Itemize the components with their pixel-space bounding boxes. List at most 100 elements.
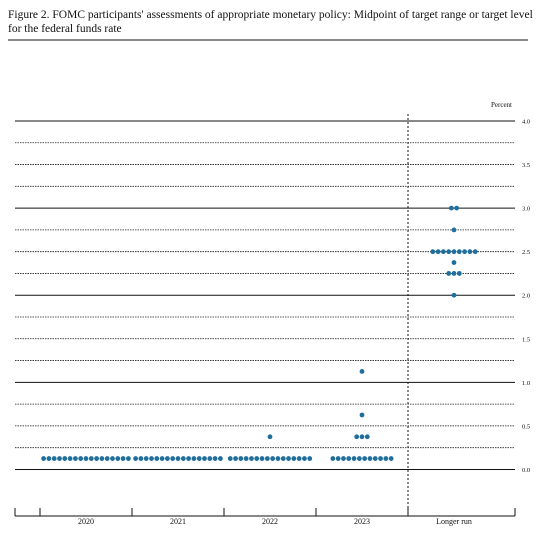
dot — [354, 434, 360, 440]
dot — [456, 249, 462, 255]
dot — [259, 456, 265, 461]
x-tick-label: 2022 — [262, 517, 278, 526]
dot — [170, 456, 176, 461]
y-tick-label: 3.0 — [522, 206, 530, 213]
dot — [143, 456, 149, 461]
dot — [138, 456, 144, 461]
dot — [451, 271, 457, 276]
dot — [249, 456, 254, 461]
dot — [41, 456, 46, 461]
dot — [243, 456, 249, 461]
dot — [264, 456, 270, 461]
dot — [254, 456, 260, 461]
y-tick-label: 2.5 — [522, 249, 530, 256]
dot — [51, 456, 57, 461]
y-tick-label: 4.0 — [522, 119, 530, 126]
y-axis-label: Percent — [491, 101, 512, 109]
dot — [451, 260, 457, 265]
dot — [83, 456, 89, 461]
x-tick-label: 2023 — [354, 517, 370, 526]
dot — [362, 456, 368, 461]
dot — [110, 456, 115, 461]
y-tick-label: 0.5 — [522, 423, 530, 430]
dot — [383, 456, 389, 461]
dot — [270, 456, 276, 461]
dot — [388, 456, 394, 461]
dot — [467, 249, 473, 255]
dot — [180, 456, 186, 461]
dot — [125, 456, 131, 461]
dot — [335, 456, 341, 461]
dot — [378, 456, 383, 461]
dot — [57, 456, 62, 461]
dot — [73, 456, 78, 461]
dot — [451, 227, 457, 233]
dot — [196, 456, 202, 461]
dot — [218, 456, 223, 461]
dot — [435, 249, 441, 255]
dot — [451, 249, 457, 255]
dot — [202, 456, 207, 461]
dot — [227, 456, 233, 461]
dot — [159, 456, 165, 461]
dot — [296, 456, 302, 461]
dot — [441, 249, 446, 255]
dot — [462, 249, 467, 255]
dot — [446, 271, 452, 276]
dot — [451, 292, 457, 298]
dot — [359, 434, 365, 440]
x-tick-label: 2020 — [78, 517, 94, 526]
dot — [472, 249, 478, 255]
dot — [359, 412, 365, 418]
dot — [191, 456, 197, 461]
dot — [367, 456, 373, 461]
dot — [88, 456, 94, 461]
dot — [99, 456, 105, 461]
dot — [364, 434, 370, 440]
y-tick-label: 3.5 — [522, 162, 530, 169]
dot — [430, 249, 436, 255]
dot — [94, 456, 99, 461]
dot — [280, 456, 286, 461]
y-tick-label: 0.0 — [522, 467, 530, 474]
dot — [212, 456, 218, 461]
dot — [275, 456, 281, 461]
dot — [372, 456, 378, 461]
dot — [302, 456, 307, 461]
dot — [233, 456, 238, 461]
dot — [62, 456, 68, 461]
y-tick-label: 2.0 — [522, 293, 530, 300]
dot — [446, 249, 452, 255]
dot — [67, 456, 73, 461]
dot — [186, 456, 192, 461]
dot — [165, 456, 170, 461]
dot — [115, 456, 121, 461]
dot — [448, 205, 454, 211]
y-tick-label: 1.5 — [522, 336, 530, 343]
dot — [104, 456, 110, 461]
dot — [291, 456, 297, 461]
dot — [120, 456, 126, 461]
chart-title: Figure 2. FOMC participants' assessments… — [8, 9, 533, 35]
dot — [346, 456, 352, 461]
dot — [149, 456, 154, 461]
dot — [359, 369, 365, 374]
dot — [456, 271, 462, 276]
dot — [46, 456, 52, 461]
dot — [175, 456, 181, 461]
dot — [286, 456, 291, 461]
dot — [267, 434, 273, 440]
dot — [351, 456, 357, 461]
dot — [356, 456, 362, 461]
dot — [207, 456, 213, 461]
x-tick-label: 2021 — [170, 517, 186, 526]
dot — [133, 456, 139, 461]
dot — [238, 456, 244, 461]
x-tick-label: Longer run — [436, 517, 472, 526]
dot — [78, 456, 84, 461]
y-tick-label: 1.0 — [522, 380, 530, 387]
dot — [341, 456, 346, 461]
dot — [330, 456, 336, 461]
dot — [307, 456, 313, 461]
